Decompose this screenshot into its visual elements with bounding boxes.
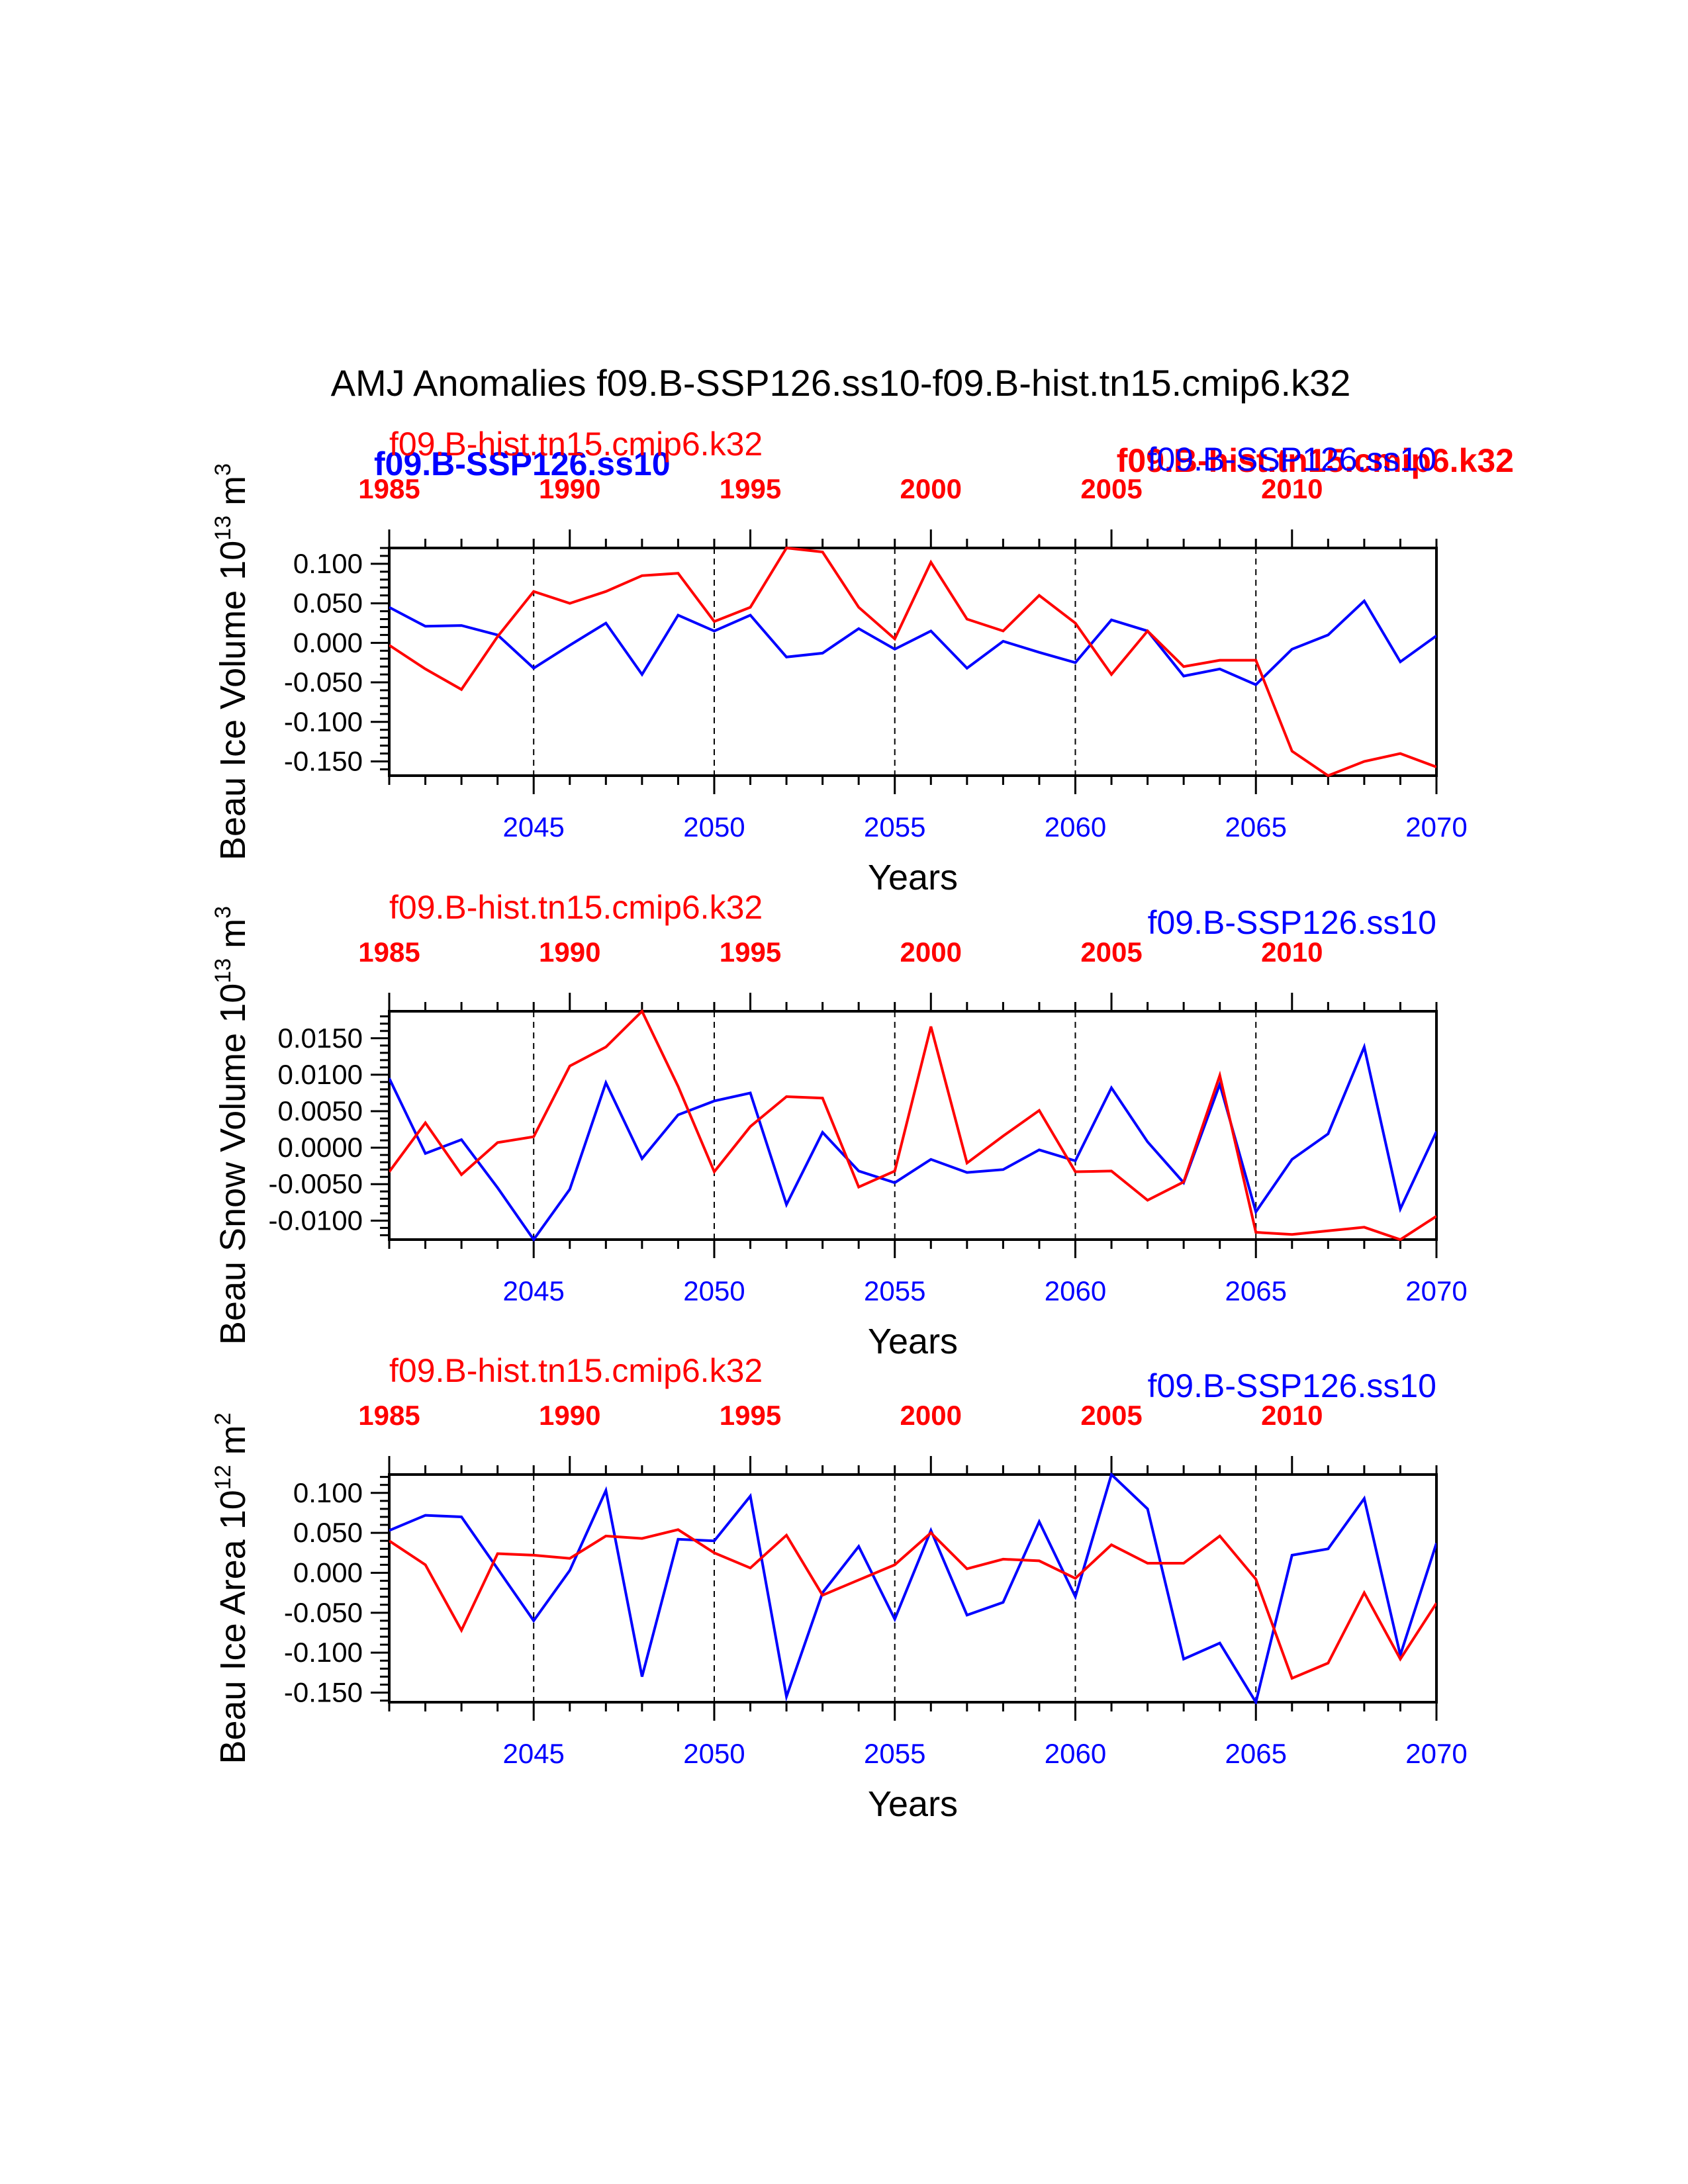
x-top-tick-label: 1985 (358, 473, 420, 504)
x-bottom-tick-label: 2070 (1405, 1275, 1467, 1306)
overlay-label-ssp: f09.B-SSP126.ss10 (374, 445, 671, 482)
y-tick-label: -0.150 (284, 1677, 363, 1708)
x-top-tick-label: 1990 (539, 936, 600, 968)
y-tick-label: -0.0050 (269, 1168, 363, 1199)
y-axis-title: Beau Ice Area 1012 m2 (211, 1412, 253, 1764)
x-bottom-tick-label: 2045 (502, 1738, 564, 1769)
y-axis-title-unit-exponent: 2 (211, 1412, 236, 1425)
y-tick-label: 0.0100 (278, 1059, 363, 1090)
x-top-tick-label: 1995 (720, 1400, 781, 1431)
y-tick-label: 0.050 (293, 588, 363, 619)
x-bottom-tick-label: 2060 (1045, 811, 1106, 842)
x-top-tick-label: 1985 (358, 936, 420, 968)
x-bottom-tick-label: 2070 (1405, 811, 1467, 842)
y-axis-title-unit: m (213, 476, 253, 516)
x-top-tick-label: 2005 (1080, 936, 1142, 968)
y-tick-label: -0.100 (284, 706, 363, 737)
series-label-bottom: f09.B-SSP126.ss10 (1148, 1367, 1436, 1404)
x-top-tick-label: 2000 (900, 473, 962, 504)
x-top-tick-label: 2010 (1261, 936, 1323, 968)
panel-ice-area: 0.100 0.050 0.000 -0.050 -0.100 -0.150 2045 205… (211, 1352, 1468, 1824)
x-bottom-tick-label: 2050 (683, 1738, 745, 1769)
x-axis-title: Years (868, 1322, 958, 1361)
x-top-tick-label: 2010 (1261, 1400, 1323, 1431)
y-tick-label: 0.000 (293, 1557, 363, 1588)
x-top-tick-label: 1990 (539, 1400, 600, 1431)
figure-title: AMJ Anomalies f09.B-SSP126.ss10-f09.B-hi… (331, 362, 1351, 404)
x-top-tick-label: 2000 (900, 936, 962, 968)
series-label-top: f09.B-hist.tn15.cmip6.k32 (389, 1352, 763, 1389)
x-bottom-tick-label: 2050 (683, 811, 745, 842)
y-tick-label: 0.0000 (278, 1132, 363, 1163)
x-top-tick-label: 2000 (900, 1400, 962, 1431)
y-axis-title-unit: m (213, 1425, 253, 1465)
x-top-tick-label: 1985 (358, 1400, 420, 1431)
y-axis-title-text: Beau Snow Volume 10 (213, 983, 253, 1345)
x-axis-title: Years (868, 858, 958, 897)
y-axis-title-unit: m (213, 919, 253, 958)
x-bottom-tick-label: 2065 (1225, 1738, 1287, 1769)
x-top-tick-label: 1995 (720, 936, 781, 968)
y-axis-title-exponent: 12 (211, 1465, 236, 1490)
x-bottom-tick-label: 2060 (1045, 1738, 1106, 1769)
series-line-hist (389, 546, 1436, 778)
y-axis-title-exponent: 13 (211, 516, 236, 541)
x-top-tick-label: 2005 (1080, 1400, 1142, 1431)
series-line-ssp (389, 1473, 1436, 1704)
x-bottom-tick-label: 2045 (502, 1275, 564, 1306)
series-label-top: f09.B-hist.tn15.cmip6.k32 (389, 889, 763, 926)
y-axis-title-text: Beau Ice Volume 10 (213, 541, 253, 860)
plot-frame (388, 547, 1438, 777)
x-bottom-tick-label: 2065 (1225, 1275, 1287, 1306)
x-bottom-tick-label: 2055 (864, 811, 925, 842)
x-top-tick-label: 1990 (539, 473, 600, 504)
x-bottom-tick-label: 2060 (1045, 1275, 1106, 1306)
y-axis-title-text: Beau Ice Area 10 (213, 1490, 253, 1764)
y-tick-label: 0.0150 (278, 1023, 363, 1054)
series-line-ssp (389, 1042, 1436, 1242)
x-top-tick-label: 1995 (720, 473, 781, 504)
y-tick-label: 0.000 (293, 627, 363, 658)
y-tick-label: -0.0100 (269, 1205, 363, 1236)
y-axis-title-exponent: 13 (211, 958, 236, 983)
y-axis-title: Beau Ice Volume 1013 m3 (211, 463, 253, 860)
series-line-hist (389, 1009, 1436, 1242)
x-bottom-tick-label: 2055 (864, 1275, 925, 1306)
panel-snow-volume: 0.0150 0.0100 0.0050 0.0000 -0.0050 -0.0100 20… (211, 889, 1468, 1361)
y-axis-title-unit-exponent: 3 (211, 463, 236, 476)
panel-ice-volume: 0.100 0.050 0.000 -0.050 -0.100 -0.150 2045 205… (211, 426, 1468, 897)
series-line-hist (389, 1528, 1436, 1680)
x-top-tick-label: 2010 (1261, 473, 1323, 504)
y-tick-label: -0.150 (284, 746, 363, 777)
x-bottom-tick-label: 2070 (1405, 1738, 1467, 1769)
series-label-bottom: f09.B-SSP126.ss10 (1148, 904, 1436, 941)
x-bottom-tick-label: 2050 (683, 1275, 745, 1306)
y-tick-label: 0.100 (293, 1477, 363, 1508)
overlay-label-hist: f09.B-hist.tn15.cmip6.k32 (1117, 442, 1514, 479)
y-tick-label: -0.100 (284, 1637, 363, 1668)
x-bottom-tick-label: 2065 (1225, 811, 1287, 842)
y-tick-label: -0.050 (284, 666, 363, 698)
x-axis-title: Years (868, 1784, 958, 1824)
y-axis-title: Beau Snow Volume 1013 m3 (211, 906, 253, 1345)
y-axis-title-unit-exponent: 3 (211, 906, 236, 919)
y-tick-label: 0.100 (293, 548, 363, 579)
y-tick-label: 0.050 (293, 1517, 363, 1548)
x-bottom-tick-label: 2045 (502, 811, 564, 842)
y-tick-label: -0.050 (284, 1597, 363, 1628)
x-bottom-tick-label: 2055 (864, 1738, 925, 1769)
y-tick-label: 0.0050 (278, 1095, 363, 1126)
series-label-bottom: f09.B-SSP126.ss10 (1148, 441, 1436, 478)
series-label-top: f09.B-hist.tn15.cmip6.k32 (389, 426, 763, 463)
x-top-tick-label: 2005 (1080, 473, 1142, 504)
